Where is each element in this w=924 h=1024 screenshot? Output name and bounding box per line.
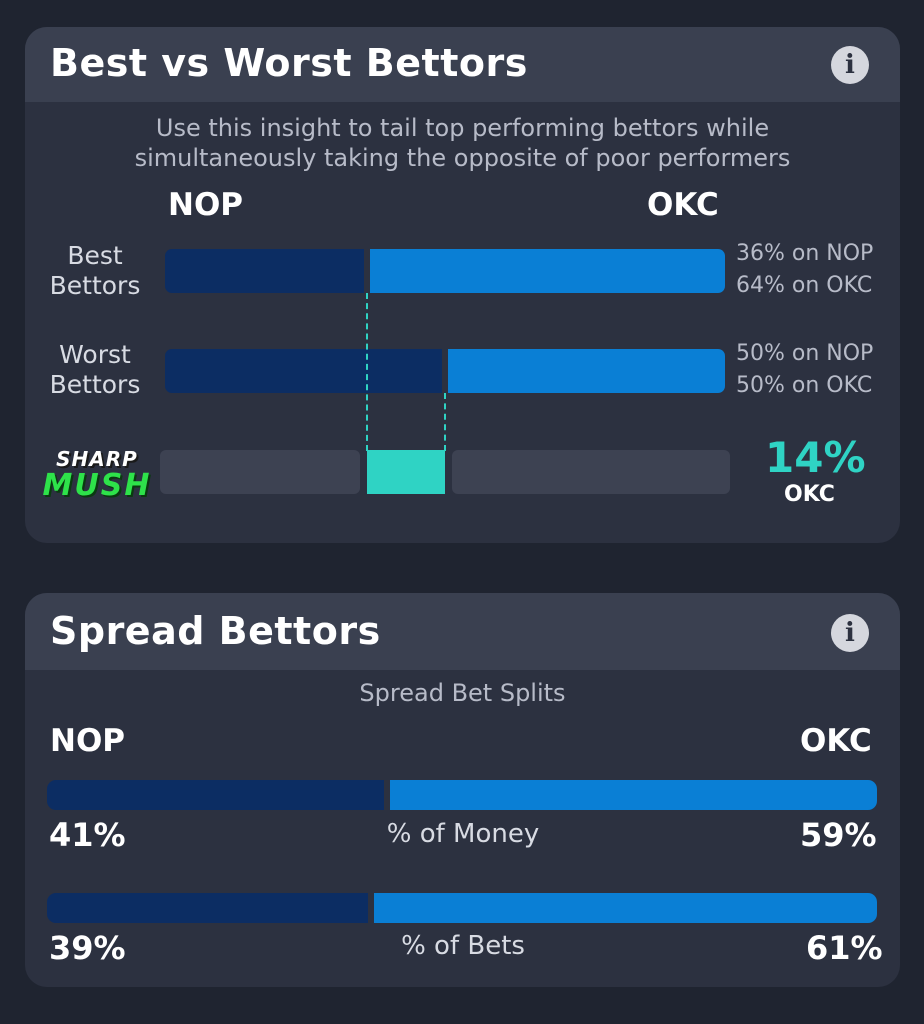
info-icon[interactable]: i	[831, 614, 869, 652]
worst-bettors-nop-pct: 50% on NOP	[736, 341, 874, 366]
best-bettors-label: Best Bettors	[35, 241, 155, 301]
logo-text-mush: MUSH	[42, 468, 152, 503]
best-split-connector-line	[366, 293, 368, 451]
best-bettors-label-line2: Bettors	[49, 271, 141, 300]
money-nop-pct: 41%	[49, 816, 126, 854]
best-bettors-nop-pct: 36% on NOP	[736, 241, 874, 266]
best-bettors-divider	[364, 249, 370, 293]
edge-percentage: 14%	[765, 433, 866, 482]
worst-split-connector-line	[444, 393, 446, 451]
worst-bettors-okc-segment	[448, 349, 725, 393]
worst-bettors-pcts: 50% on NOP 50% on OKC	[736, 338, 873, 402]
edge-bar-right	[452, 450, 730, 494]
money-split-label: % of Money	[386, 819, 540, 849]
best-vs-worst-title: Best vs Worst Bettors	[50, 41, 528, 85]
spread-bettors-header: Spread Bettors i	[25, 593, 900, 670]
best-bettors-bar	[165, 249, 725, 293]
best-vs-worst-header: Best vs Worst Bettors i	[25, 27, 900, 102]
bets-split-bar	[47, 893, 877, 923]
worst-bettors-okc-pct: 50% on OKC	[736, 373, 873, 398]
best-vs-worst-card: Best vs Worst Bettors i Use this insight…	[25, 27, 900, 543]
bets-nop-pct: 39%	[49, 929, 126, 967]
worst-bettors-label: Worst Bettors	[35, 340, 155, 400]
logo-text-sharp: SHARP	[56, 447, 138, 471]
bets-nop-segment	[47, 893, 368, 923]
bets-okc-pct: 61%	[806, 929, 883, 967]
spread-bettors-card: Spread Bettors i Spread Bet Splits NOP O…	[25, 593, 900, 987]
money-okc-pct: 59%	[800, 816, 877, 854]
best-bettors-label-line1: Best	[67, 241, 123, 270]
team-left-label: NOP	[168, 187, 244, 223]
edge-highlight	[367, 450, 445, 494]
worst-bettors-label-line1: Worst	[59, 340, 131, 369]
money-okc-segment	[390, 780, 877, 810]
best-bettors-okc-segment	[370, 249, 725, 293]
insight-subtitle: Use this insight to tail top performing …	[25, 113, 900, 173]
worst-bettors-divider	[442, 349, 448, 393]
best-bettors-okc-pct: 64% on OKC	[736, 273, 873, 298]
spread-bet-splits-label: Spread Bet Splits	[359, 679, 566, 707]
sharp-mush-logo: SHARP MUSH	[33, 448, 161, 502]
money-nop-segment	[47, 780, 384, 810]
worst-bettors-bar	[165, 349, 725, 393]
best-bettors-nop-segment	[165, 249, 364, 293]
money-divider	[384, 780, 390, 810]
worst-bettors-label-line2: Bettors	[49, 370, 141, 399]
info-icon[interactable]: i	[831, 46, 869, 84]
bets-okc-segment	[374, 893, 877, 923]
spread-team-right-label: OKC	[800, 723, 872, 759]
edge-team: OKC	[784, 482, 835, 507]
bets-split-label: % of Bets	[401, 931, 525, 961]
worst-bettors-nop-segment	[165, 349, 442, 393]
insight-subtitle-line1: Use this insight to tail top performing …	[155, 114, 770, 142]
best-bettors-pcts: 36% on NOP 64% on OKC	[736, 238, 873, 302]
money-split-bar	[47, 780, 877, 810]
insight-subtitle-line2: simultaneously taking the opposite of po…	[134, 144, 791, 172]
bets-divider	[368, 893, 374, 923]
edge-bar-left	[160, 450, 360, 494]
spread-team-left-label: NOP	[50, 723, 126, 759]
team-right-label: OKC	[647, 187, 719, 223]
spread-bettors-title: Spread Bettors	[50, 609, 381, 653]
